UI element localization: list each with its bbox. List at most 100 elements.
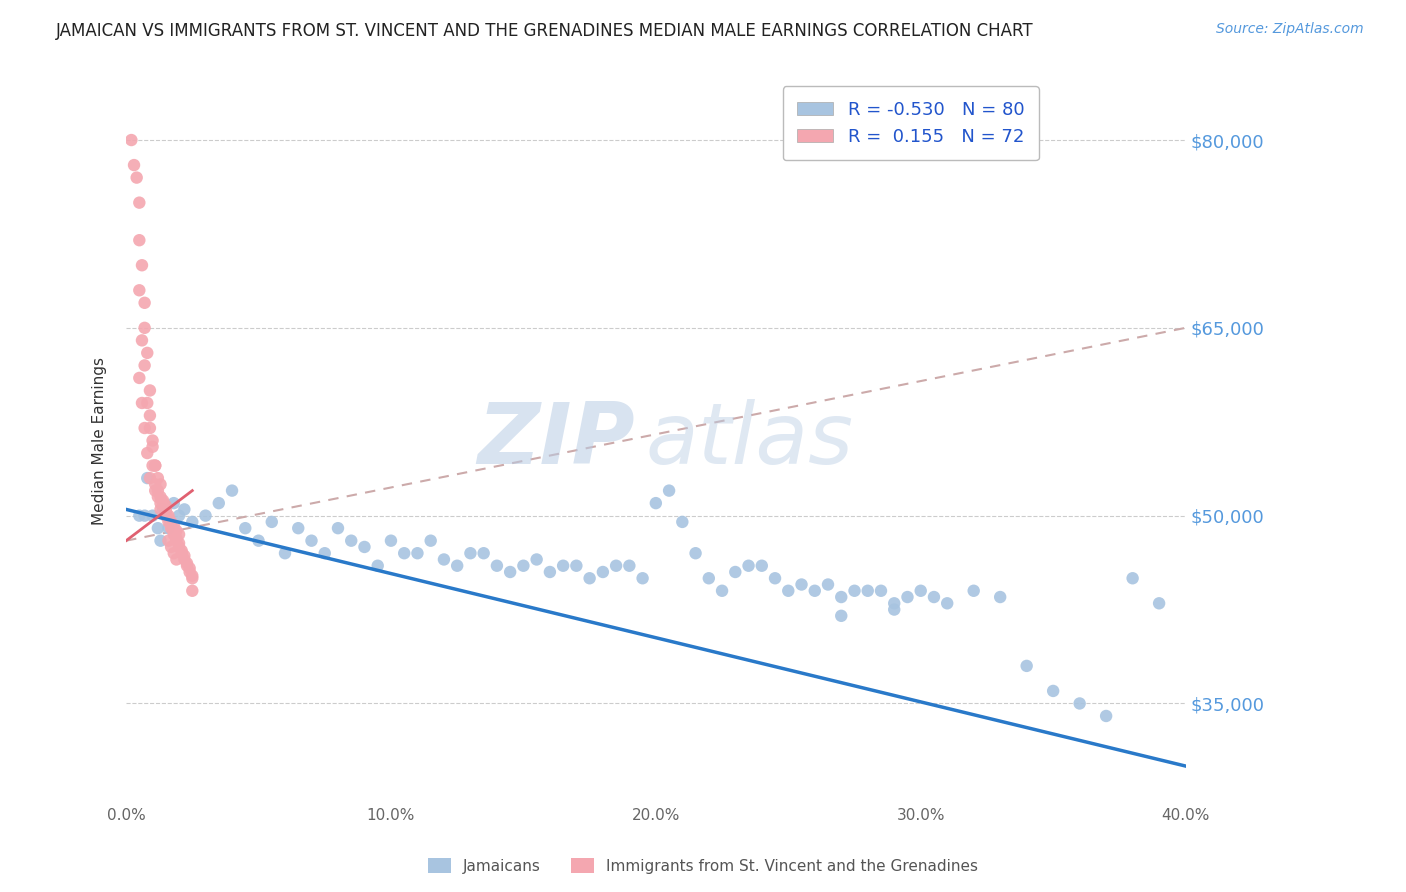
- Point: [146, 483, 169, 498]
- Point: [122, 158, 145, 172]
- Point: [142, 440, 165, 454]
- Point: [139, 384, 162, 398]
- Point: [143, 477, 166, 491]
- Point: [155, 508, 177, 523]
- Point: [830, 590, 852, 604]
- Point: [314, 546, 336, 560]
- Point: [844, 583, 866, 598]
- Point: [160, 521, 183, 535]
- Point: [128, 371, 150, 385]
- Point: [460, 546, 482, 560]
- Point: [152, 496, 174, 510]
- Point: [592, 565, 614, 579]
- Point: [181, 568, 204, 582]
- Point: [128, 233, 150, 247]
- Point: [142, 508, 165, 523]
- Point: [142, 458, 165, 473]
- Point: [790, 577, 813, 591]
- Point: [152, 502, 174, 516]
- Point: [685, 546, 707, 560]
- Point: [163, 527, 186, 541]
- Point: [392, 546, 415, 560]
- Point: [165, 531, 187, 545]
- Point: [139, 421, 162, 435]
- Legend: Jamaicans, Immigrants from St. Vincent and the Grenadines: Jamaicans, Immigrants from St. Vincent a…: [422, 852, 984, 880]
- Point: [131, 258, 153, 272]
- Point: [446, 558, 468, 573]
- Point: [128, 283, 150, 297]
- Point: [883, 596, 905, 610]
- Point: [157, 515, 180, 529]
- Point: [380, 533, 402, 548]
- Point: [181, 515, 204, 529]
- Point: [737, 558, 759, 573]
- Text: atlas: atlas: [645, 399, 853, 482]
- Point: [176, 556, 198, 570]
- Point: [1122, 571, 1144, 585]
- Point: [170, 543, 193, 558]
- Point: [512, 558, 534, 573]
- Point: [134, 321, 156, 335]
- Point: [155, 508, 177, 523]
- Point: [433, 552, 456, 566]
- Point: [173, 502, 195, 516]
- Point: [301, 533, 323, 548]
- Point: [340, 533, 363, 548]
- Point: [136, 396, 159, 410]
- Point: [146, 471, 169, 485]
- Point: [170, 546, 193, 560]
- Point: [134, 421, 156, 435]
- Point: [149, 533, 172, 548]
- Point: [157, 511, 180, 525]
- Point: [125, 170, 148, 185]
- Point: [165, 524, 187, 538]
- Point: [671, 515, 693, 529]
- Point: [326, 521, 349, 535]
- Point: [139, 409, 162, 423]
- Text: JAMAICAN VS IMMIGRANTS FROM ST. VINCENT AND THE GRENADINES MEDIAN MALE EARNINGS : JAMAICAN VS IMMIGRANTS FROM ST. VINCENT …: [56, 22, 1033, 40]
- Point: [194, 508, 217, 523]
- Point: [142, 434, 165, 448]
- Point: [152, 493, 174, 508]
- Point: [152, 496, 174, 510]
- Point: [644, 496, 666, 510]
- Point: [131, 396, 153, 410]
- Point: [724, 565, 747, 579]
- Point: [936, 596, 959, 610]
- Point: [149, 477, 172, 491]
- Point: [120, 133, 142, 147]
- Point: [134, 295, 156, 310]
- Point: [176, 558, 198, 573]
- Point: [631, 571, 654, 585]
- Point: [565, 558, 588, 573]
- Point: [155, 506, 177, 520]
- Point: [619, 558, 641, 573]
- Point: [870, 583, 893, 598]
- Point: [233, 521, 256, 535]
- Point: [763, 571, 786, 585]
- Point: [139, 471, 162, 485]
- Point: [128, 195, 150, 210]
- Point: [143, 483, 166, 498]
- Point: [896, 590, 918, 604]
- Point: [419, 533, 441, 548]
- Point: [287, 521, 309, 535]
- Point: [134, 508, 156, 523]
- Point: [131, 334, 153, 348]
- Point: [353, 540, 375, 554]
- Point: [485, 558, 508, 573]
- Point: [136, 471, 159, 485]
- Point: [155, 499, 177, 513]
- Point: [803, 583, 825, 598]
- Point: [697, 571, 720, 585]
- Point: [163, 524, 186, 538]
- Point: [963, 583, 986, 598]
- Point: [167, 540, 190, 554]
- Point: [751, 558, 773, 573]
- Point: [1147, 596, 1170, 610]
- Point: [711, 583, 734, 598]
- Point: [165, 533, 187, 548]
- Point: [406, 546, 429, 560]
- Point: [538, 565, 561, 579]
- Text: Source: ZipAtlas.com: Source: ZipAtlas.com: [1216, 22, 1364, 37]
